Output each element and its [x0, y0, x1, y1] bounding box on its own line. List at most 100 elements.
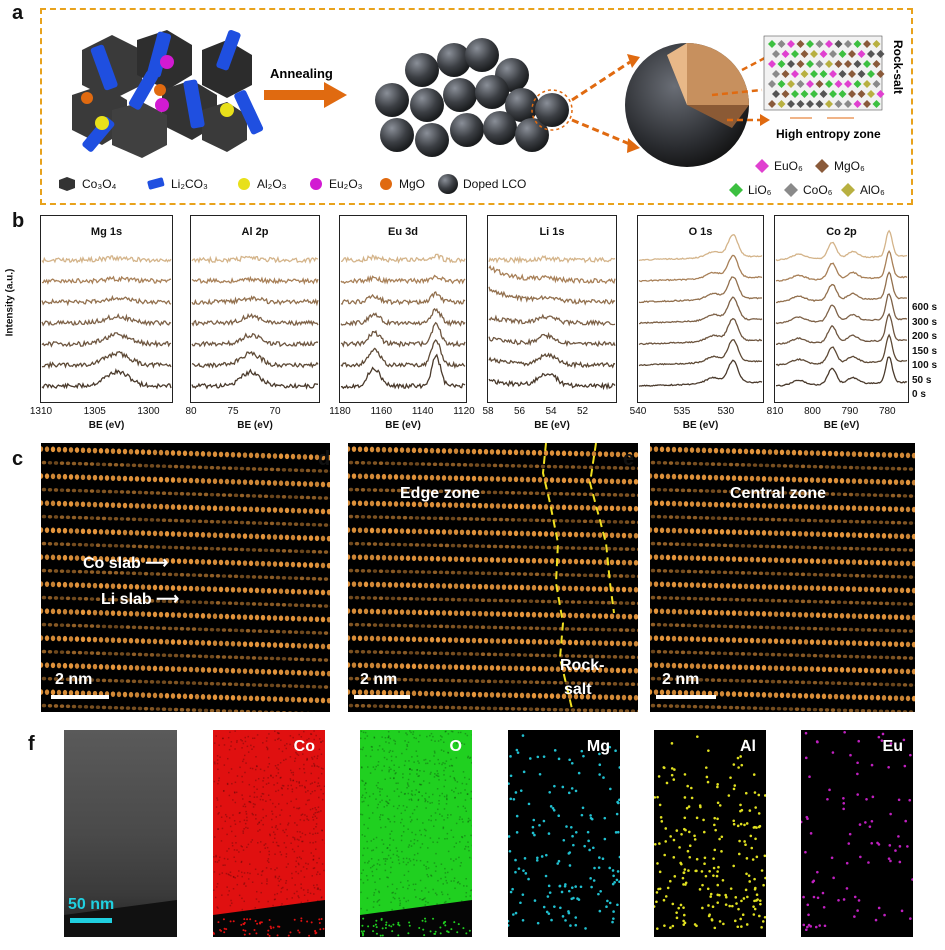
- xps-series-line: [488, 313, 616, 327]
- x-tick-label: 1305: [83, 406, 106, 417]
- scale-label: 2 nm: [662, 671, 700, 688]
- eds-element-label: Mg: [586, 738, 610, 755]
- x-tick-label: 800: [804, 406, 821, 417]
- lattice-fringes-c: [41, 446, 330, 712]
- co-slab-text: Co slab: [83, 555, 141, 572]
- x-axis-label: BE (eV): [385, 420, 421, 431]
- stem-image-e: Central zone 2 nm: [650, 443, 915, 712]
- legend-mgo: MgO: [377, 176, 425, 192]
- xps-series-line: [488, 352, 616, 369]
- x-tick-label: 1300: [137, 406, 160, 417]
- y-axis-label: Intensity (a.u.): [4, 268, 16, 337]
- xps-series-line: [191, 351, 319, 369]
- scale-bar: [51, 695, 109, 699]
- al2o3-icon: [238, 178, 250, 190]
- x-tick-label: 535: [673, 406, 691, 417]
- xps-panel-title: O 1s: [688, 226, 713, 238]
- xps-spectra: [191, 255, 319, 390]
- x-tick-label: 530: [717, 406, 735, 417]
- legend-label: AlO₆: [860, 183, 885, 197]
- legend-coo6: CoO₆: [783, 182, 833, 198]
- x-axis-label: BE (eV): [237, 420, 273, 431]
- time-label: 600 s: [912, 302, 938, 313]
- x-tick-label: 54: [545, 406, 557, 417]
- legend-al2o3: Al₂O₃: [235, 176, 287, 192]
- xps-panel-title: Mg 1s: [90, 226, 123, 238]
- xps-series-line: [775, 293, 908, 325]
- xps-series-line: [191, 275, 319, 286]
- xps-spectra: [340, 253, 466, 390]
- xps-series-line: [488, 372, 616, 391]
- x-tick-label: 540: [629, 406, 647, 417]
- x-tick-label: 52: [576, 406, 589, 417]
- doped-lco-spheres: [375, 38, 573, 157]
- time-label: 150 s: [912, 345, 938, 357]
- xps-series-line: [638, 317, 763, 346]
- legend-li2co3: Li₂CO₃: [145, 176, 208, 192]
- scale-bar: [70, 918, 112, 923]
- rock-salt-label: Rock-salt: [891, 40, 905, 94]
- xps-series-line: [776, 271, 908, 304]
- x-tick-label: 70: [269, 406, 281, 417]
- xps-series-line: [488, 331, 616, 348]
- legend-label: MgO₆: [834, 159, 865, 173]
- xps-series-line: [775, 249, 908, 282]
- panel-label-f: f: [28, 733, 35, 755]
- xps-series-line: [776, 312, 907, 345]
- xps-panel-title: Li 1s: [539, 226, 565, 238]
- time-label: 0 s: [912, 389, 926, 400]
- legend-euo6: EuO₆: [754, 158, 803, 174]
- xps-series-line: [638, 254, 763, 283]
- arrow-right-icon: ⟶: [145, 555, 169, 572]
- xps-series-line: [340, 339, 466, 369]
- time-label: 200 s: [912, 331, 938, 342]
- xps-series-line: [340, 321, 466, 348]
- scale-label: 2 nm: [360, 671, 398, 688]
- x-tick-label: 1310: [29, 406, 53, 417]
- x-axis-label: BE (eV): [534, 420, 570, 431]
- xps-panel: Mg 1s: [40, 215, 173, 403]
- xps-panel: Co 2p: [774, 215, 909, 403]
- stem-image-c: Co slab ⟶ Li slab ⟶ 2 nm: [41, 443, 330, 712]
- x-tick-label: 1180: [329, 406, 351, 417]
- panel-label-b: b: [12, 210, 25, 232]
- eds-dots: [654, 735, 766, 930]
- x-tick-label: 1160: [370, 406, 393, 417]
- coo6-icon: [784, 183, 798, 197]
- eds-map-o: O: [360, 730, 472, 937]
- lattice-fringes-d: [348, 446, 638, 712]
- panel-a-schematic: Annealing: [72, 29, 905, 167]
- legend-label: Al₂O₃: [257, 177, 287, 191]
- xps-series-line: [638, 276, 763, 304]
- annealing-label: Annealing: [270, 66, 333, 81]
- scale-bar: [354, 695, 410, 699]
- xps-panel: Li 1s: [487, 215, 617, 403]
- legend-alo6: AlO₆: [840, 182, 885, 198]
- central-zone-label: Central zone: [730, 485, 827, 502]
- eds-dots: [801, 730, 913, 932]
- eds-map-eu: Eu: [801, 730, 913, 937]
- li-slab-text: Li slab: [101, 591, 152, 608]
- legend-label: Eu₂O₃: [329, 177, 363, 191]
- xps-series-line: [340, 307, 466, 327]
- legend-label: Doped LCO: [463, 177, 527, 191]
- xps-series-line: [775, 356, 908, 387]
- xps-series-line: [191, 255, 319, 265]
- x-tick-label: 56: [513, 406, 526, 417]
- x-tick-label: 58: [482, 406, 494, 417]
- xps-series-line: [191, 368, 319, 390]
- xps-series-line: [488, 264, 616, 285]
- legend-label: Co₃O₄: [82, 177, 117, 191]
- x-tick-label: 1140: [411, 406, 434, 417]
- xps-series-line: [638, 339, 763, 367]
- xps-series-line: [340, 274, 466, 285]
- xps-series-line: [41, 350, 172, 370]
- scale-bar: [656, 695, 716, 699]
- xps-series-line: [340, 291, 466, 306]
- stem-image-d: Edge zone Rock- salt 2 nm: [348, 443, 638, 712]
- time-label: 100 s: [912, 360, 938, 371]
- xps-panel-title: Co 2p: [826, 226, 857, 238]
- x-tick-label: 810: [766, 406, 784, 417]
- xps-spectra: [775, 229, 908, 387]
- x-axis-label: BE (eV): [823, 420, 860, 431]
